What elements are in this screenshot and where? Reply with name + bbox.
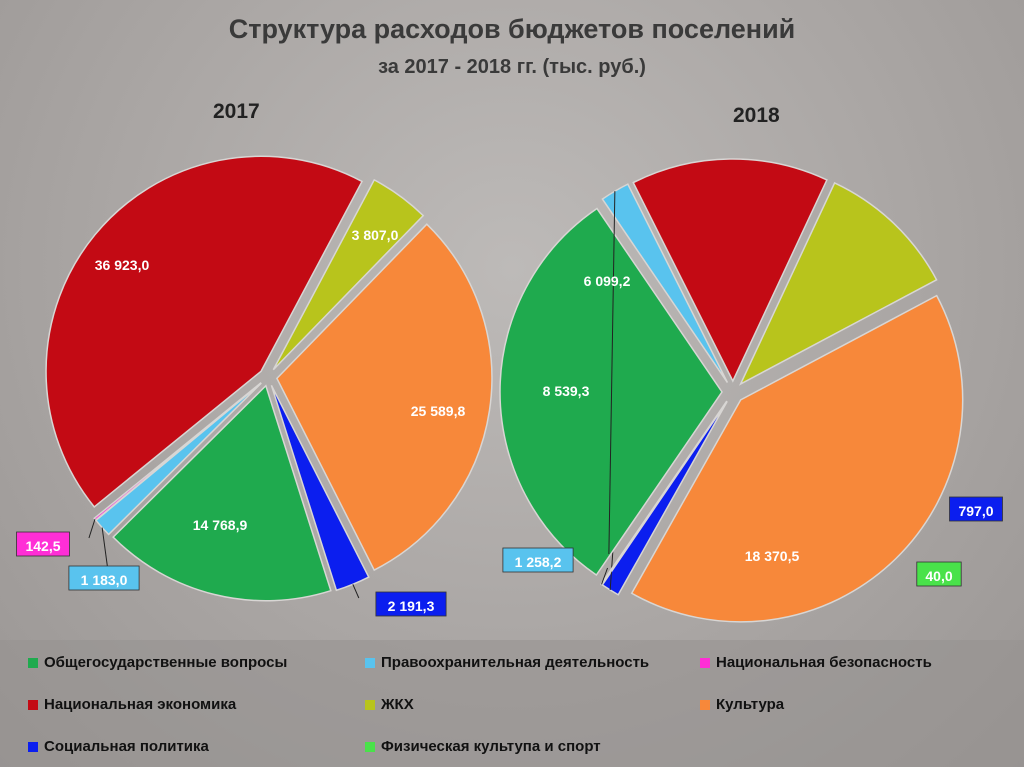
legend-item-law: Правоохранительная деятельность — [365, 654, 649, 671]
legend-item-culture: Культура — [700, 696, 784, 713]
chart-title: Структура расходов бюджетов поселений — [228, 14, 796, 44]
pie-slice — [272, 178, 425, 371]
chart-subtitle: за 2017 - 2018 гг. (тыс. руб.) — [378, 56, 646, 78]
legend: Общегосударственные вопросы Правоохранит… — [0, 640, 1024, 767]
legend-label: Национальная безопасность — [716, 654, 932, 671]
pie-2018-title: 2018 — [733, 104, 780, 127]
pie-slice — [45, 155, 364, 508]
legend-label: Социальная политика — [44, 738, 209, 755]
pie-slice — [499, 207, 723, 577]
data-label: 14 768,9 — [193, 517, 248, 533]
legend-label: Национальная экономика — [44, 696, 237, 713]
data-label: 40,0 — [925, 568, 952, 584]
data-label-box — [949, 496, 1003, 522]
leader-line — [608, 191, 616, 555]
legend-item-housing: ЖКХ — [365, 696, 414, 713]
data-label: 3 807,0 — [352, 227, 399, 243]
data-label-box — [16, 531, 70, 557]
data-label: 1 258,2 — [515, 554, 562, 570]
pie-slice — [93, 382, 262, 522]
data-label: 797,0 — [958, 503, 993, 519]
pie-2017-title: 2017 — [213, 100, 260, 123]
legend-label: ЖКХ — [381, 696, 414, 713]
legend-item-economy: Национальная экономика — [28, 696, 236, 713]
legend-swatch — [365, 741, 375, 752]
legend-swatch — [365, 657, 375, 668]
pie-slice — [630, 294, 964, 623]
legend-label: Правоохранительная деятельность — [381, 654, 650, 671]
data-label-box — [375, 591, 447, 617]
data-label: 36 923,0 — [95, 257, 150, 273]
data-label: 25 589,8 — [411, 403, 466, 419]
pie-slice — [738, 181, 938, 386]
leader-line — [101, 527, 109, 573]
legend-swatch — [28, 741, 38, 752]
legend-swatch — [365, 699, 375, 710]
legend-item-social: Социальная политика — [28, 738, 209, 755]
data-label: 142,5 — [25, 538, 60, 554]
data-label: 2 191,3 — [388, 598, 435, 614]
legend-item-security: Национальная безопасность — [700, 654, 932, 671]
legend-label: Физическая культупа и спорт — [381, 738, 601, 755]
leader-line — [352, 584, 360, 599]
legend-item-sport: Физическая культупа и спорт — [365, 738, 601, 755]
legend-label: Культура — [716, 696, 785, 713]
leader-line — [88, 519, 96, 539]
pie-slice — [601, 183, 729, 383]
data-label: 18 370,5 — [745, 548, 800, 564]
pie-slice — [112, 384, 332, 602]
legend-swatch — [28, 699, 38, 710]
data-label: 6 099,2 — [584, 273, 631, 289]
data-label-box — [68, 565, 140, 591]
pie-2018: 24 338,7797,040,018 370,51 258,28 539,36… — [499, 158, 1003, 623]
data-label-box — [916, 561, 962, 587]
legend-swatch — [700, 699, 710, 710]
legend-label: Общегосударственные вопросы — [44, 654, 288, 671]
legend-swatch — [700, 657, 710, 668]
pie-2017: 3 807,0 25 589,8 2 191,3 14 768,9 1 183,0 142… — [16, 155, 493, 617]
pie-slice — [275, 223, 493, 572]
legend-item-general: Общегосударственные вопросы — [28, 654, 287, 671]
legend-swatch — [28, 657, 38, 668]
data-label-box — [502, 547, 574, 573]
pie-slice — [632, 158, 828, 383]
data-label: 1 183,0 — [81, 572, 128, 588]
leader-line — [601, 567, 609, 585]
data-label: 8 539,3 — [543, 383, 590, 399]
pie-charts: 3 807,0 25 589,8 2 191,3 14 768,9 1 183,0 142… — [16, 155, 1003, 623]
